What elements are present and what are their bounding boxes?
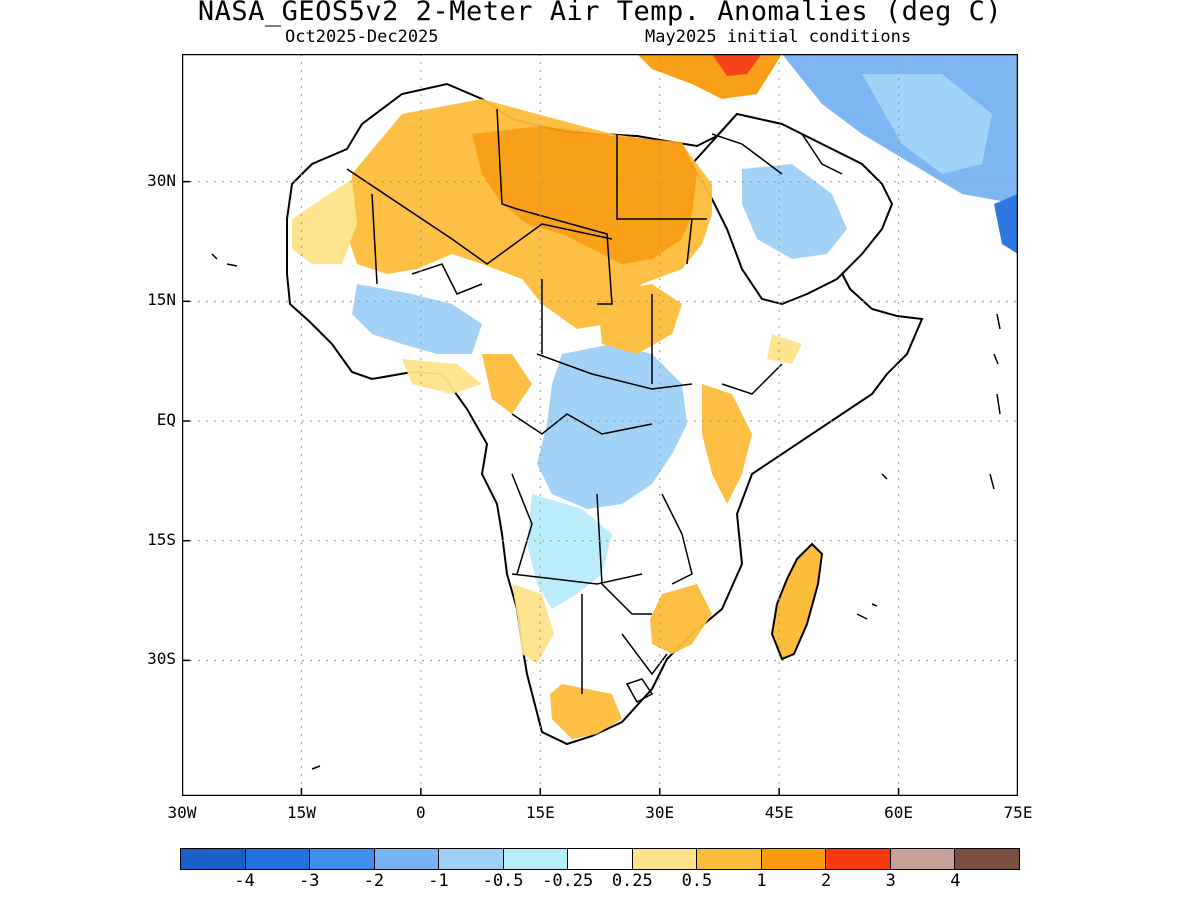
colorbar-label: 3 [885, 871, 896, 891]
colorbar-label: 0.25 [611, 871, 653, 891]
lat-tick-label: EQ [156, 410, 176, 429]
colorbar-swatch [374, 849, 440, 869]
colorbar-label: -1 [428, 871, 449, 891]
colorbar-swatch [890, 849, 956, 869]
colorbar-label: -0.5 [482, 871, 524, 891]
colorbar-swatch [568, 849, 633, 869]
map-title: NASA_GEOS5v2 2-Meter Air Temp. Anomalies… [197, 0, 1003, 27]
colorbar-swatch [245, 849, 311, 869]
colorbar-label: -4 [234, 871, 255, 891]
lon-tick-label: 30W [167, 803, 197, 822]
lat-tick-label: 30N [147, 170, 176, 190]
coast-details [211, 253, 1001, 770]
colorbar-swatch [310, 849, 375, 869]
lat-tick-label: 15N [147, 290, 176, 310]
anomaly-map [182, 54, 1018, 796]
initial-conditions: May2025 initial conditions [645, 27, 912, 47]
anomaly-shading [292, 54, 1018, 739]
colorbar-swatch [503, 849, 569, 869]
colorbar-label: -2 [363, 871, 385, 891]
colorbar-swatch [632, 849, 698, 869]
lon-tick-label: 60E [884, 803, 914, 822]
colorbar-label: 2 [821, 871, 832, 891]
colorbar-label: -0.25 [542, 871, 594, 891]
madagascar [770, 542, 824, 661]
colorbar-label: 1 [756, 871, 767, 891]
axis-ticks [182, 180, 1018, 796]
colorbar-swatch [439, 849, 504, 869]
lon-tick-label: 15W [286, 803, 316, 822]
lat-tick-label: 30S [147, 649, 176, 669]
lon-tick-label: 30E [645, 803, 675, 822]
lon-tick-label: 15E [525, 803, 555, 822]
map-frame [182, 54, 1018, 796]
lon-tick-label: 75E [1003, 803, 1033, 822]
colorbar-swatch [181, 849, 246, 869]
lat-tick-label: 15S [147, 529, 176, 549]
grid-lines [182, 54, 1018, 796]
lon-tick-label: 0 [416, 803, 426, 822]
colorbar-swatch [826, 849, 891, 869]
colorbar-label: 0.5 [681, 871, 713, 891]
lon-tick-label: 45E [764, 803, 794, 822]
colorbar [180, 848, 1020, 870]
colorbar-label: -3 [298, 871, 320, 891]
colorbar-label: 4 [950, 871, 961, 891]
colorbar-swatch [955, 849, 1019, 869]
colorbar-swatch [761, 849, 827, 869]
forecast-period: Oct2025-Dec2025 [285, 27, 439, 47]
country-borders [346, 108, 843, 694]
colorbar-swatch [697, 849, 762, 869]
